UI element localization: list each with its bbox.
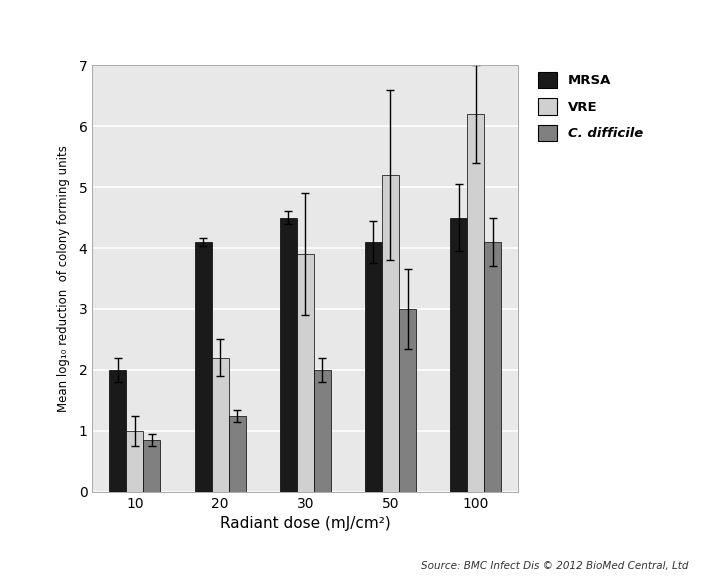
Text: Medscape: Medscape <box>13 15 114 33</box>
Bar <box>484 242 501 492</box>
Bar <box>109 370 126 492</box>
Bar <box>382 175 399 492</box>
Text: Source: BMC Infect Dis © 2012 BioMed Central, Ltd: Source: BMC Infect Dis © 2012 BioMed Cen… <box>421 561 689 571</box>
Bar <box>143 440 160 492</box>
Bar <box>467 114 484 492</box>
Bar <box>450 218 467 492</box>
Bar <box>212 358 229 492</box>
Bar <box>297 254 314 492</box>
Bar <box>126 431 143 492</box>
Bar <box>314 370 331 492</box>
Bar <box>399 309 416 492</box>
Bar <box>365 242 382 492</box>
Bar <box>280 218 297 492</box>
X-axis label: Radiant dose (mJ/cm²): Radiant dose (mJ/cm²) <box>220 516 390 531</box>
Y-axis label: Mean log₁₀ reduction  of colony forming units: Mean log₁₀ reduction of colony forming u… <box>58 145 70 412</box>
Legend: MRSA, VRE, C. difficile: MRSA, VRE, C. difficile <box>537 72 643 141</box>
Bar <box>195 242 212 492</box>
Bar <box>229 416 246 492</box>
